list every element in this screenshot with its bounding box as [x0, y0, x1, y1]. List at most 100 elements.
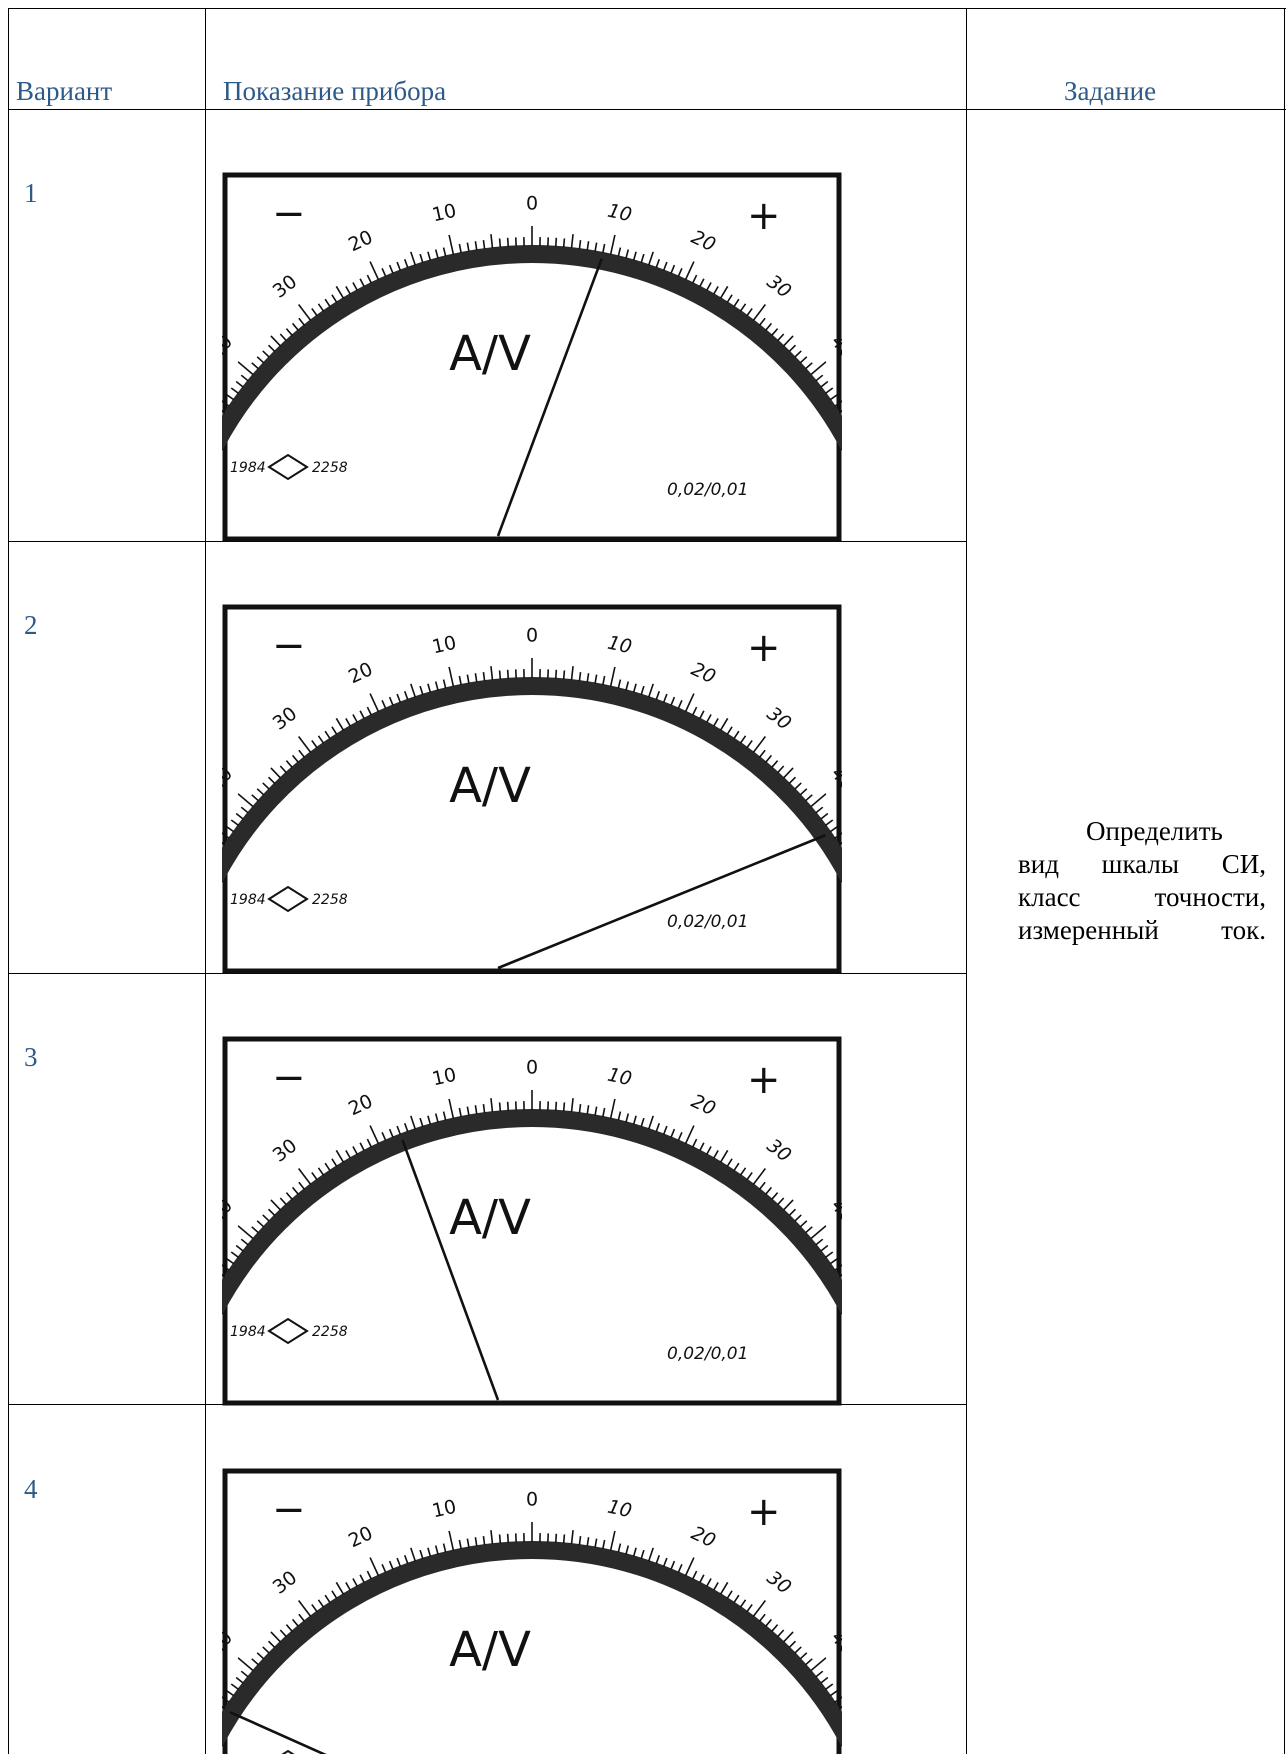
scale-tick — [838, 1706, 842, 1710]
scale-tick — [352, 1578, 358, 1587]
scale-tick — [442, 1111, 447, 1121]
scale-tick — [794, 1646, 802, 1654]
table-header-divider — [8, 109, 1286, 110]
scale-tick — [691, 1138, 698, 1148]
scale-tick — [335, 1149, 345, 1163]
scale-tick — [482, 240, 486, 250]
scale-label: 20 — [345, 1522, 376, 1552]
scale-tick — [458, 243, 462, 254]
meter-svg: 504030201001020304050−+A/V198422580,02/0… — [222, 1036, 842, 1406]
scale-tick — [251, 362, 260, 370]
scale-tick — [647, 1115, 654, 1130]
scale-tick — [222, 1264, 230, 1271]
scale-label: 30 — [763, 1567, 796, 1599]
scale-tick — [838, 842, 842, 846]
scale-tick — [498, 1534, 502, 1544]
scale-label: 20 — [688, 226, 719, 256]
scale-tick — [226, 1257, 235, 1265]
scale-tick — [609, 1530, 616, 1551]
scale-tick — [825, 1251, 834, 1259]
scale-tick — [237, 1225, 254, 1240]
scale-tick — [359, 1574, 365, 1584]
scale-tick — [733, 1162, 740, 1172]
scale-tick — [434, 249, 439, 259]
scale-tick — [771, 760, 779, 768]
scale-tick — [670, 1128, 676, 1138]
serial-number: 2258 — [312, 460, 348, 476]
scale-tick — [410, 683, 417, 698]
scale-tick — [632, 683, 637, 693]
scale-label: 40 — [827, 331, 842, 364]
scale-tick — [317, 303, 325, 312]
scale-tick — [235, 812, 244, 820]
scale-tick — [691, 274, 698, 284]
scale-label: 20 — [345, 1090, 376, 1120]
scale-tick — [434, 1545, 439, 1555]
scale-tick — [279, 333, 287, 342]
scale-tick — [366, 706, 373, 716]
scale-tick — [235, 1244, 244, 1252]
scale-tick — [617, 1111, 622, 1121]
scale-tick — [562, 238, 566, 248]
task-line: Определить — [1086, 816, 1223, 846]
scale-tick — [815, 374, 824, 382]
scale-tick — [677, 267, 683, 277]
scale-tick — [235, 380, 244, 388]
scale-tick — [237, 361, 254, 376]
scale-tick — [788, 1208, 797, 1217]
scale-tick — [381, 699, 387, 709]
scale-tick — [825, 387, 834, 395]
scale-tick — [279, 1629, 287, 1638]
scale-tick — [262, 1214, 270, 1222]
scale-tick — [270, 1199, 282, 1211]
scale-tick — [820, 380, 829, 388]
scale-label: 10 — [430, 1496, 458, 1523]
scale-tick — [222, 832, 230, 839]
scale-tick — [804, 1658, 813, 1666]
scale-label: 10 — [606, 200, 634, 227]
meter-dial: 504030201001020304050−+A/V198422580,02/0… — [222, 1036, 842, 1406]
scale-tick — [706, 714, 712, 723]
scale-tick — [834, 400, 842, 407]
scale-tick — [410, 1547, 417, 1562]
scale-tick — [777, 1197, 785, 1206]
scale-tick — [726, 1158, 733, 1167]
scale-tick — [267, 1640, 276, 1649]
scale-tick — [562, 1102, 566, 1112]
scale-tick — [490, 1530, 494, 1545]
scale-tick — [691, 706, 698, 716]
scale-tick — [419, 685, 424, 695]
scale-tick — [369, 693, 380, 713]
task-line: вид шкалы СИ, — [1018, 849, 1266, 879]
scale-tick — [345, 718, 352, 727]
scale-tick — [625, 249, 630, 259]
scale-tick — [794, 782, 802, 790]
scale-tick — [655, 258, 661, 268]
scale-tick — [474, 1537, 478, 1547]
scale-tick — [251, 1226, 260, 1234]
scale-tick — [804, 362, 813, 370]
meter-dial: 504030201001020304050−+A/V198422580,02/0… — [222, 172, 842, 542]
scale-tick — [240, 1670, 249, 1678]
scale-tick — [758, 317, 766, 326]
scale-tick — [331, 726, 338, 735]
scale-tick — [578, 1104, 582, 1114]
scale-tick — [594, 1106, 598, 1116]
maker-logo-icon — [267, 453, 309, 481]
accuracy-class: 0,02/0,01 — [667, 1344, 748, 1364]
scale-tick — [834, 832, 842, 839]
scale-tick — [359, 1142, 365, 1152]
scale-tick — [829, 393, 838, 401]
scale-tick — [719, 1581, 729, 1595]
header-reading: Показание прибора — [223, 76, 447, 106]
scale-tick — [317, 1599, 325, 1608]
scale-label: 20 — [688, 1090, 719, 1120]
scale-label: 10 — [430, 632, 458, 659]
scale-tick — [285, 760, 293, 768]
table-border-top — [8, 8, 1286, 9]
scale-tick — [335, 1581, 345, 1595]
scale-tick — [733, 298, 740, 308]
scale-tick — [788, 1640, 797, 1649]
scale-tick — [434, 681, 439, 691]
unit-label: A/V — [449, 1190, 531, 1246]
